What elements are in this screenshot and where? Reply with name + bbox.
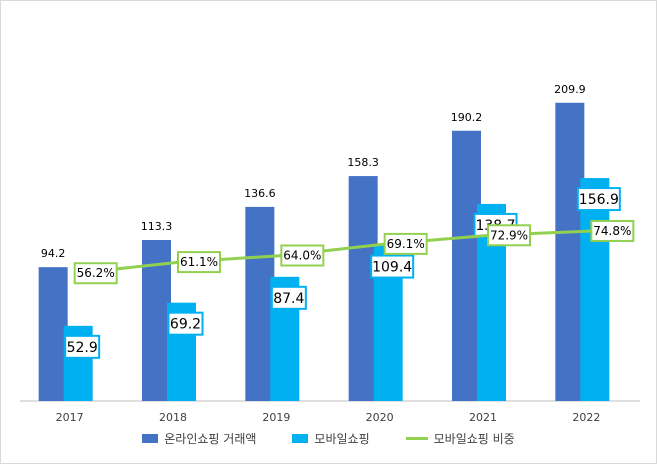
bar-online-2020 (348, 176, 378, 401)
x-tick-label-2017: 2017 (56, 411, 84, 424)
data-label-box-mobile-2019 (270, 285, 307, 310)
bar-online-2021 (452, 130, 481, 401)
data-label-mobile-2017: 52.9 (67, 340, 98, 356)
data-label-box-share-2021 (487, 224, 531, 247)
bar-online-2019 (245, 206, 275, 401)
data-label-online-2022: 209.9 (554, 83, 586, 96)
data-label-box-mobile-2022 (576, 187, 621, 212)
data-label-online-2019: 136.6 (244, 187, 276, 200)
legend-swatch-online (142, 434, 159, 443)
legend-label-share: 모바일쇼핑 비중 (433, 432, 515, 446)
chart-legend: 온라인쇼핑 거래액 모바일쇼핑 모바일쇼핑 비중 (0, 430, 657, 447)
x-tick-label-2021: 2021 (469, 411, 497, 424)
legend-label-online: 온라인쇼핑 거래액 (164, 432, 257, 446)
legend-item-online: 온라인쇼핑 거래액 (142, 430, 256, 447)
data-label-mobile-2019: 87.4 (273, 291, 304, 307)
bar-online-2022 (555, 102, 585, 401)
data-label-share-2022: 74.8% (593, 224, 631, 238)
data-label-box-share-2018 (177, 251, 221, 274)
data-label-online-2020: 158.3 (347, 156, 379, 169)
data-label-online-2017: 94.2 (41, 247, 66, 260)
data-label-mobile-2022: 156.9 (579, 192, 619, 208)
x-tick-label-2022: 2022 (572, 411, 600, 424)
data-label-mobile-2018: 69.2 (170, 317, 201, 333)
data-label-share-2018: 61.1% (180, 255, 218, 269)
x-tick-label-2020: 2020 (366, 411, 394, 424)
data-label-box-mobile-2018 (167, 311, 204, 336)
legend-item-mobile: 모바일쇼핑 (292, 430, 370, 447)
data-label-box-share-2020 (383, 232, 428, 255)
data-label-share-2019: 64.0% (283, 249, 321, 263)
legend-swatch-share (405, 437, 428, 440)
data-label-share-2020: 69.1% (387, 237, 425, 251)
data-label-mobile-2020: 109.4 (372, 260, 412, 276)
data-label-box-mobile-2017 (64, 334, 101, 359)
data-label-share-2017: 56.2% (77, 266, 115, 280)
legend-item-share: 모바일쇼핑 비중 (405, 430, 515, 447)
bar-mobile-2022 (580, 178, 610, 401)
data-label-online-2018: 113.3 (141, 220, 173, 233)
data-label-box-mobile-2020 (370, 254, 415, 279)
x-tick-label-2018: 2018 (159, 411, 187, 424)
data-label-online-2021: 190.2 (451, 111, 483, 124)
legend-label-mobile: 모바일쇼핑 (314, 432, 370, 446)
data-label-box-share-2019 (280, 244, 325, 267)
data-label-share-2021: 72.9% (490, 228, 528, 242)
legend-swatch-mobile (292, 434, 309, 443)
data-label-box-share-2022 (590, 219, 635, 242)
bar-online-2017 (38, 267, 68, 401)
data-label-box-share-2017 (73, 262, 118, 285)
x-tick-label-2019: 2019 (262, 411, 290, 424)
